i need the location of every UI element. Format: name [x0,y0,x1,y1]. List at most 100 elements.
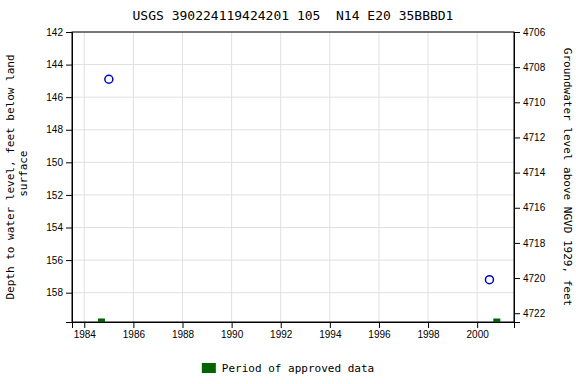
tick: 156 [46,255,72,266]
tick: 1988 [172,322,195,340]
tick-label: 4718 [523,238,546,249]
tick-label: 158 [46,287,63,298]
grid-line-x [378,32,379,322]
tick: 4718 [514,238,546,249]
tick: 154 [46,222,72,233]
tick-label: 1988 [172,329,195,340]
axis-line [73,323,515,329]
tick-mark [232,322,233,328]
plot-frame [72,32,514,322]
tick-label: 4706 [523,27,546,38]
marks [98,75,500,322]
grid-line-y [72,97,514,98]
title: USGS 390224119424201 105 N14 E20 35BBBD1 [133,8,454,23]
tick-mark [66,228,72,229]
tick-label: 4712 [523,132,546,143]
square-marker [493,319,500,323]
tick-mark [514,137,520,138]
grid-line-x [428,32,429,322]
legend-item: Period of approved data [202,362,374,375]
tick-label: 148 [46,124,63,135]
x-axis: 198419861988199019921994199619982000 [73,322,515,340]
tick-mark [514,173,520,174]
grid-line-x [231,32,232,322]
grid-line-y [72,129,514,130]
tick-label: 4716 [523,202,546,213]
grid-line-x [329,32,330,322]
tick-mark [66,293,72,294]
tick: 1996 [368,322,391,340]
tick: 4712 [514,132,546,143]
tick-mark [66,130,72,131]
series [98,319,500,323]
y-axis: 142144146148150152154156158 [46,27,72,323]
tick: 4722 [514,308,546,319]
tick-label: 4714 [523,167,546,178]
tick: 150 [46,157,72,168]
tick-label: 4710 [523,97,546,108]
y2-axis-label: Groundwater level above NGVD 1929, feet [561,48,574,306]
tick-mark [477,322,478,328]
tick-label: 1998 [417,329,440,340]
tick-label: 154 [46,222,63,233]
tick: 4710 [514,97,546,108]
tick-label: 1990 [221,329,244,340]
grid-line-x [84,32,85,322]
tick: 4716 [514,202,546,213]
tick: 148 [46,124,72,135]
grid-line-y [72,194,514,195]
tick: 1992 [270,322,293,340]
tick-mark [66,32,72,33]
tick: 4708 [514,62,546,73]
square-marker [98,319,105,323]
tick-label: 4708 [523,62,546,73]
tick-mark [330,322,331,328]
tick-label: 1996 [368,329,391,340]
tick-mark [514,313,520,314]
tick: 158 [46,287,72,298]
grid-line-y [72,260,514,261]
legend-swatch [202,363,216,373]
tick-mark [514,102,520,103]
tick: 1994 [319,322,342,340]
tick-label: 1994 [319,329,342,340]
axis-line [66,33,73,323]
tick: 152 [46,190,72,201]
tick: 1986 [123,322,146,340]
tick-mark [84,322,85,328]
chart: 1984198619881990199219941996199820001421… [0,0,576,384]
tick-mark [428,322,429,328]
legend-label: Period of approved data [222,362,374,375]
tick-label: 1992 [270,329,293,340]
grid-line-y [72,162,514,163]
tick-label: 156 [46,255,63,266]
tick-mark [514,208,520,209]
tick: 1990 [221,322,244,340]
tick: 4706 [514,27,546,38]
tick: 1998 [417,322,440,340]
tick-label: 152 [46,190,63,201]
grid-line-x [133,32,134,322]
tick-label: 150 [46,157,63,168]
tick-mark [66,97,72,98]
tick-mark [514,243,520,244]
tick-mark [514,32,520,33]
grid-line-y [72,227,514,228]
series [105,75,494,283]
point [485,276,493,284]
legend: Period of approved data [202,362,374,375]
tick-label: 2000 [467,329,490,340]
grid-line-y [72,64,514,65]
tick-mark [514,278,520,279]
tick: 2000 [467,322,490,340]
grid [72,32,514,322]
tick-label: 4722 [523,308,546,319]
tick: 4714 [514,167,546,178]
tick-label: 146 [46,92,63,103]
grid-line-x [477,32,478,322]
tick: 4720 [514,273,546,284]
tick-mark [66,195,72,196]
tick: 142 [46,27,72,38]
y2-axis: 4706 4708 4710 4712 4714 4716 4718 4720 4722 [514,27,546,323]
tick-mark [183,322,184,328]
